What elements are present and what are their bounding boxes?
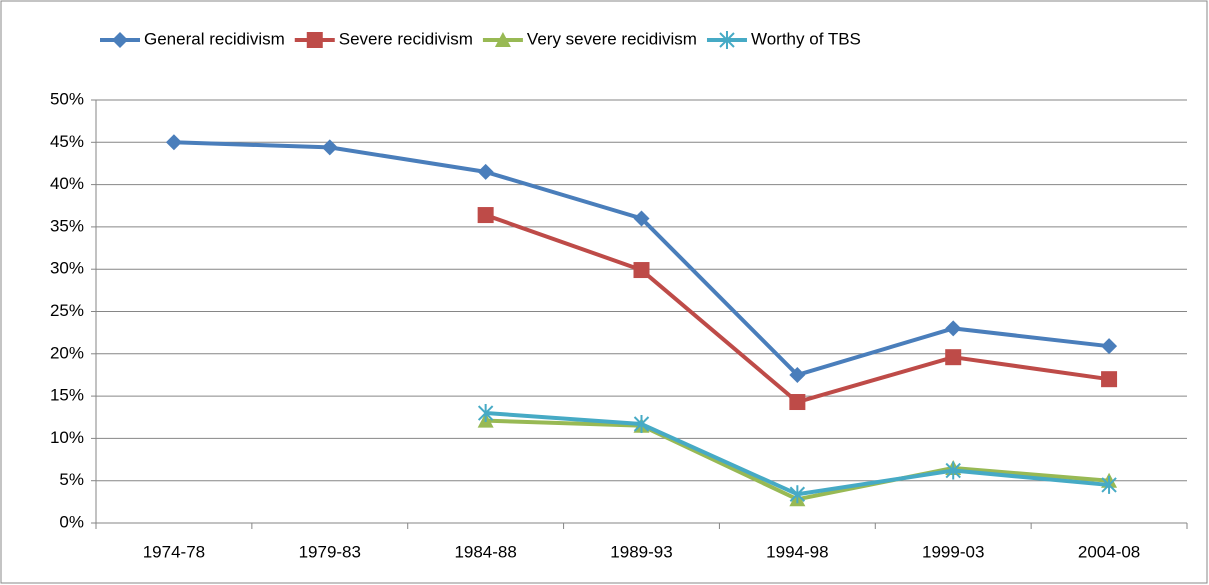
marker	[633, 210, 650, 227]
marker	[633, 262, 650, 279]
marker	[945, 461, 961, 480]
legend-label: Very severe recidivism	[527, 29, 697, 48]
marker	[719, 31, 735, 49]
x-tick-label: 1984-88	[454, 542, 516, 561]
x-tick-label: 1994-98	[766, 542, 828, 561]
y-tick-label: 20%	[50, 343, 84, 362]
legend-label: Worthy of TBS	[751, 29, 861, 48]
marker	[321, 139, 338, 156]
legend-label: Severe recidivism	[339, 29, 473, 48]
marker	[112, 32, 128, 48]
y-tick-label: 5%	[59, 470, 84, 489]
marker	[1101, 475, 1117, 494]
x-tick-label: 1974-78	[143, 542, 205, 561]
x-tick-label: 1989-93	[610, 542, 672, 561]
marker	[477, 163, 494, 180]
marker	[165, 134, 182, 151]
x-tick-label: 1999-03	[922, 542, 984, 561]
y-tick-label: 35%	[50, 216, 84, 235]
marker	[789, 394, 806, 411]
y-tick-label: 15%	[50, 386, 84, 405]
x-tick-label: 2004-08	[1078, 542, 1140, 561]
marker	[789, 366, 806, 383]
y-tick-label: 25%	[50, 301, 84, 320]
y-tick-label: 30%	[50, 259, 84, 278]
marker	[494, 32, 511, 47]
y-tick-label: 0%	[59, 512, 84, 531]
marker	[1101, 338, 1118, 355]
marker	[789, 485, 806, 504]
marker	[945, 349, 962, 366]
x-tick-label: 1979-83	[299, 542, 361, 561]
marker	[477, 404, 494, 423]
marker	[1101, 371, 1118, 388]
y-tick-label: 40%	[50, 174, 84, 193]
y-tick-label: 45%	[50, 132, 84, 151]
marker	[306, 32, 323, 48]
y-tick-label: 10%	[50, 428, 84, 447]
marker	[477, 207, 494, 224]
marker	[945, 320, 962, 337]
y-tick-label: 50%	[50, 89, 84, 108]
legend-label: General recidivism	[144, 29, 285, 48]
marker	[633, 415, 650, 434]
